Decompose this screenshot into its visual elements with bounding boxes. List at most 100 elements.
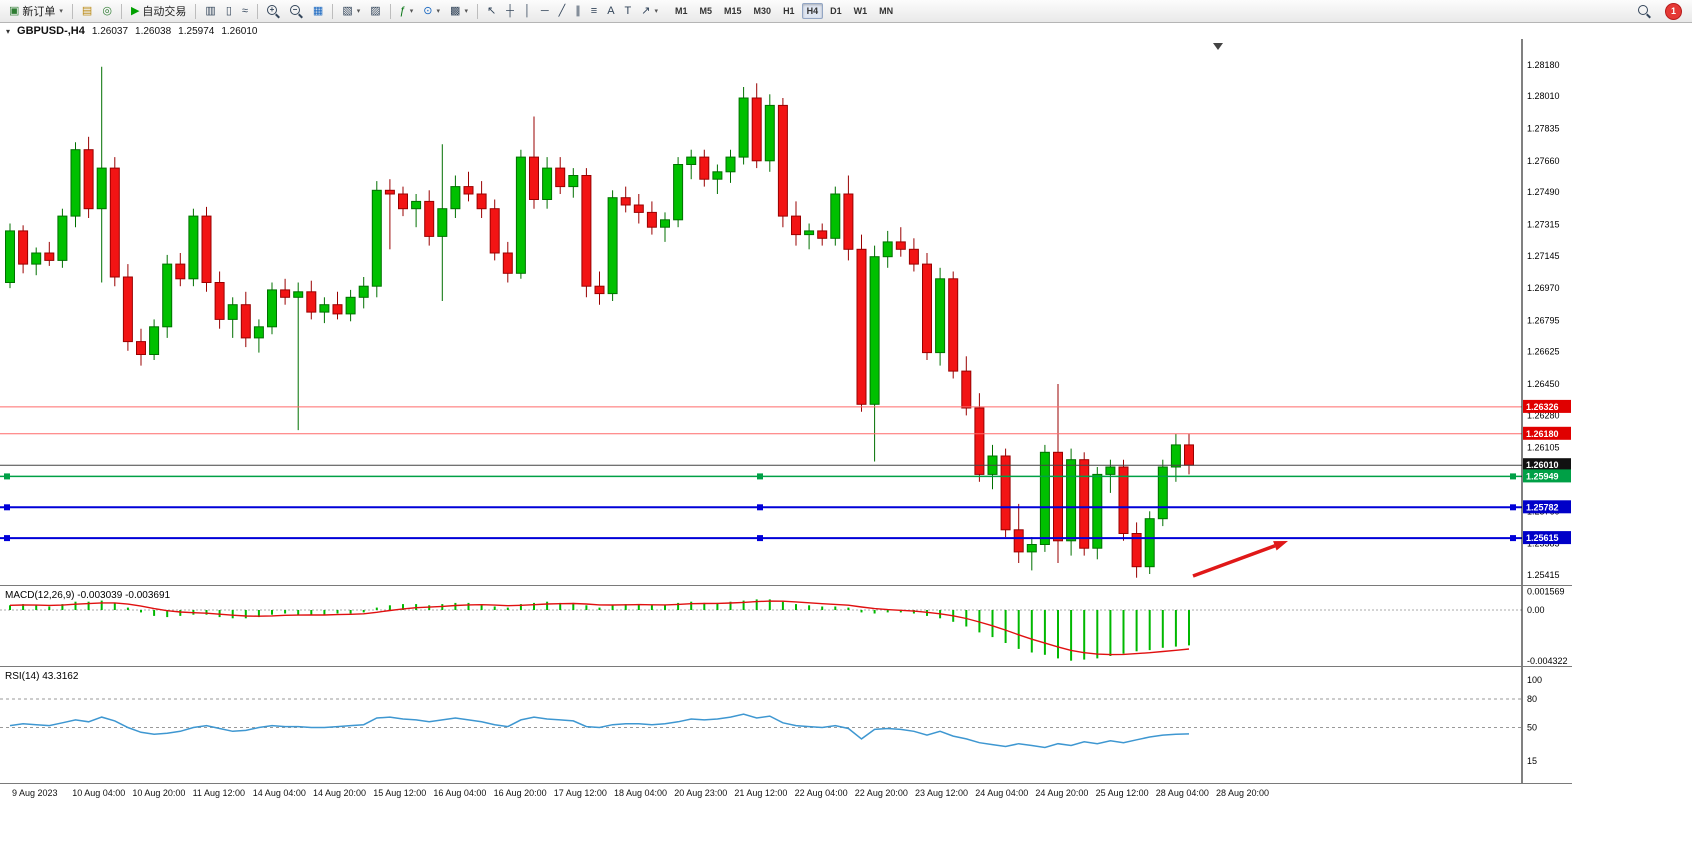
time-label: 25 Aug 12:00 <box>1095 788 1149 798</box>
chevron-down-icon: ▾ <box>356 8 361 15</box>
indicators-icon: ƒ <box>399 4 406 17</box>
svg-text:1.27490: 1.27490 <box>1527 187 1560 197</box>
toolbar-separator <box>195 3 197 19</box>
window-layout-button[interactable]: ▨ <box>366 2 384 20</box>
text-label-icon: T <box>624 4 632 17</box>
chart-symbol-label: GBPUSD-,H4 <box>17 25 85 37</box>
charts-window-button[interactable]: ▤ <box>78 2 96 20</box>
auto-trading-button-label: 自动交易 <box>142 6 187 18</box>
svg-text:-0.004322: -0.004322 <box>1527 656 1568 666</box>
timeframe-m5-button[interactable]: M5 <box>695 3 718 19</box>
periods-button[interactable]: ⊙ ▾ <box>419 2 444 20</box>
new-chart-icon: ▧ <box>342 4 353 17</box>
time-label: 28 Aug 20:00 <box>1216 788 1270 798</box>
new-order-button-label: 新订单 <box>22 6 56 18</box>
text-button[interactable]: A <box>603 2 618 20</box>
zoom-in-button[interactable]: + <box>263 2 284 20</box>
svg-text:RSI(14) 43.3162: RSI(14) 43.3162 <box>5 671 79 682</box>
window-layout-icon: ▨ <box>370 4 381 17</box>
time-label: 11 Aug 12:00 <box>192 788 245 798</box>
time-label: 14 Aug 20:00 <box>313 788 367 798</box>
chart-title-bar: ▾ GBPUSD-,H4 1.26037 1.26038 1.25974 1.2… <box>0 23 1692 39</box>
cursor-button[interactable]: ↖ <box>483 2 500 20</box>
svg-text:MACD(12,26,9) -0.003039 -0.003: MACD(12,26,9) -0.003039 -0.003691 <box>5 590 171 601</box>
profiles-button[interactable]: ◎ <box>98 2 116 20</box>
cursor-icon: ↖ <box>486 4 497 17</box>
timeframe-m30-button[interactable]: M30 <box>749 3 777 19</box>
new-order-button[interactable]: ▣ 新订单 ▾ <box>5 2 67 20</box>
svg-text:15: 15 <box>1527 756 1537 766</box>
line-chart-button[interactable]: ≈ <box>238 2 252 20</box>
time-label: 21 Aug 12:00 <box>734 788 788 798</box>
chart-menu-icon[interactable]: ▾ <box>6 26 11 36</box>
notification-badge[interactable]: 1 <box>1665 2 1682 20</box>
macd-panel[interactable]: 0.001569 0.00 -0.004322 MACD(12,26,9) -0.00… <box>0 586 1572 667</box>
arrows-tool-button[interactable]: ↗ ▾ <box>637 2 662 20</box>
svg-text:1.26010: 1.26010 <box>1526 460 1559 470</box>
time-label: 17 Aug 12:00 <box>553 788 607 798</box>
svg-text:1.26280: 1.26280 <box>1527 410 1560 420</box>
chevron-down-icon: ▾ <box>654 8 658 15</box>
new-chart-button[interactable]: ▧ ▾ <box>338 2 364 20</box>
time-label: 14 Aug 04:00 <box>252 788 306 798</box>
time-label: 10 Aug 04:00 <box>72 788 126 798</box>
crosshair-button[interactable]: ┼ <box>502 2 518 20</box>
timeframe-w1-button[interactable]: W1 <box>849 3 873 19</box>
timeframe-h4-button[interactable]: H4 <box>801 3 824 19</box>
svg-text:100: 100 <box>1527 675 1542 685</box>
channel-button[interactable]: ∥ <box>571 2 585 20</box>
candlestick-chart-button[interactable]: ▯ <box>222 2 236 20</box>
chart-area: 1.28180 1.28010 1.27835 1.27660 1.27490 1.273… <box>0 39 1572 802</box>
clock-icon: ⊙ <box>423 4 433 17</box>
toolbar-separator <box>332 3 334 19</box>
search-icon[interactable] <box>1638 4 1651 18</box>
indicators-button[interactable]: ƒ ▾ <box>396 2 418 20</box>
zoom-out-icon: − <box>289 4 303 18</box>
timeframe-m15-button[interactable]: M15 <box>719 3 747 19</box>
trendline-button[interactable]: ╱ <box>555 2 570 20</box>
svg-text:1.25949: 1.25949 <box>1526 471 1559 481</box>
timeframe-mn-button[interactable]: MN <box>874 3 898 19</box>
toolbar-separator <box>389 3 391 19</box>
svg-text:1.25415: 1.25415 <box>1527 570 1560 580</box>
vertical-line-button[interactable]: │ <box>520 2 535 20</box>
svg-text:1.28010: 1.28010 <box>1527 91 1560 101</box>
zoom-in-icon: + <box>266 4 280 18</box>
toolbar-separator <box>256 3 258 19</box>
chevron-down-icon: ▾ <box>436 8 441 15</box>
svg-text:50: 50 <box>1527 723 1537 733</box>
horizontal-line-button[interactable]: ─ <box>537 2 553 20</box>
rsi-panel[interactable]: 100 80 50 15 RSI(14) 43.3162 <box>0 667 1572 784</box>
new-order-icon: ▣ <box>9 4 20 17</box>
auto-trading-icon: ▶ <box>130 4 140 17</box>
bar-chart-button[interactable]: ▥ <box>201 2 219 20</box>
quote-open: 1.26037 <box>91 25 129 37</box>
time-label: 16 Aug 20:00 <box>493 788 547 798</box>
timeframe-h1-button[interactable]: H1 <box>778 3 800 19</box>
tile-windows-button[interactable]: ▦ <box>309 2 327 20</box>
svg-text:1.26326: 1.26326 <box>1526 402 1559 412</box>
timeframe-group: M1 M5 M15 M30 H1 H4 D1 W1 MN <box>669 3 899 19</box>
toolbar-separator <box>120 3 122 19</box>
auto-trading-button[interactable]: ▶ 自动交易 <box>127 2 190 20</box>
quote-low: 1.25974 <box>178 25 215 37</box>
svg-text:80: 80 <box>1527 694 1537 704</box>
svg-text:1.26105: 1.26105 <box>1527 443 1560 453</box>
time-label: 16 Aug 04:00 <box>433 788 487 798</box>
candlestick-icon: ▯ <box>225 4 232 17</box>
svg-text:0.001569: 0.001569 <box>1527 587 1565 597</box>
svg-text:1.26625: 1.26625 <box>1527 347 1560 357</box>
templates-button[interactable]: ▩ ▾ <box>446 2 472 20</box>
zoom-out-button[interactable]: − <box>286 2 307 20</box>
channel-icon: ∥ <box>575 4 581 17</box>
time-label: 28 Aug 04:00 <box>1155 788 1209 798</box>
svg-text:1.26970: 1.26970 <box>1527 283 1560 293</box>
fibonacci-button[interactable]: ≡ <box>587 2 601 20</box>
timeframe-d1-button[interactable]: D1 <box>825 3 847 19</box>
price-chart-panel[interactable]: 1.28180 1.28010 1.27835 1.27660 1.27490 1.273… <box>0 39 1572 586</box>
chevron-down-icon: ▾ <box>409 8 414 15</box>
toolbar: ▣ 新订单 ▾ ▤ ◎ ▶ 自动交易 ▥ ▯ ≈ + − ▦ ▧ ▾ ▨ ƒ ▾ ⊙ ▾ ▩ ▾ ↖ ┼ │ ─ ╱ ∥ ≡ A T ↗ ▾ M… <box>0 0 1692 23</box>
text-label-button[interactable]: T <box>621 2 636 20</box>
timeframe-m1-button[interactable]: M1 <box>670 3 693 19</box>
quote-high: 1.26038 <box>135 25 172 37</box>
